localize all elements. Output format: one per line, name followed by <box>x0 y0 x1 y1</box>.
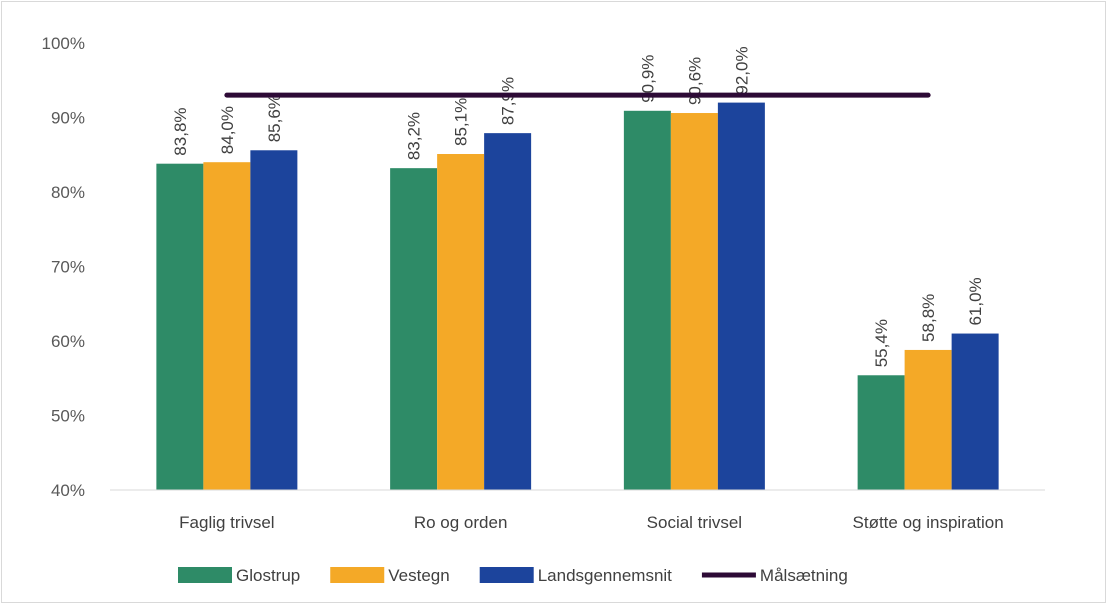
data-label: 83,2% <box>405 112 424 160</box>
legend-label: Målsætning <box>760 566 848 585</box>
x-tick-label: Støtte og inspiration <box>853 513 1004 532</box>
x-tick-label: Faglig trivsel <box>179 513 274 532</box>
x-axis: Faglig trivsel Ro og orden Social trivsel S… <box>110 489 1045 532</box>
bar <box>203 162 251 490</box>
bars-layer <box>156 102 999 491</box>
y-tick-label: 60% <box>51 332 85 351</box>
y-axis: 40% 50% 60% 70% 80% 90% 100% <box>42 34 85 500</box>
data-label: 92,0% <box>732 46 751 94</box>
bar <box>670 113 718 490</box>
bar <box>156 163 204 490</box>
y-tick-label: 70% <box>51 258 85 277</box>
data-label: 55,4% <box>872 319 891 367</box>
legend-label: Vestegn <box>388 566 449 585</box>
y-tick-label: 80% <box>51 183 85 202</box>
data-label: 83,8% <box>171 107 190 155</box>
data-label: 85,6% <box>265 94 284 142</box>
y-tick-label: 90% <box>51 109 85 128</box>
y-tick-label: 40% <box>51 481 85 500</box>
data-label: 61,0% <box>966 277 985 325</box>
data-label: 90,6% <box>685 57 704 105</box>
legend: Glostrup Vestegn Landsgennemsnit Målsætning <box>178 566 848 585</box>
data-label: 84,0% <box>218 106 237 154</box>
x-tick-label: Ro og orden <box>414 513 508 532</box>
bar <box>717 102 765 490</box>
bar <box>951 333 999 490</box>
bar <box>623 110 671 491</box>
y-tick-label: 100% <box>42 34 85 53</box>
data-label: 90,9% <box>638 55 657 103</box>
legend-swatch <box>330 567 385 583</box>
legend-swatch <box>178 567 232 583</box>
bar <box>437 154 485 490</box>
bar <box>904 349 952 490</box>
bar <box>390 168 438 490</box>
bar <box>250 150 298 490</box>
legend-label: Glostrup <box>236 566 300 585</box>
bar <box>857 375 905 490</box>
data-label: 85,1% <box>452 98 471 146</box>
legend-swatch <box>479 567 534 583</box>
data-label: 87,9% <box>499 77 518 125</box>
legend-label: Landsgennemsnit <box>538 566 672 585</box>
y-tick-label: 50% <box>51 407 85 426</box>
bar <box>484 133 532 490</box>
x-tick-label: Social trivsel <box>647 513 742 532</box>
data-label: 58,8% <box>919 294 938 342</box>
